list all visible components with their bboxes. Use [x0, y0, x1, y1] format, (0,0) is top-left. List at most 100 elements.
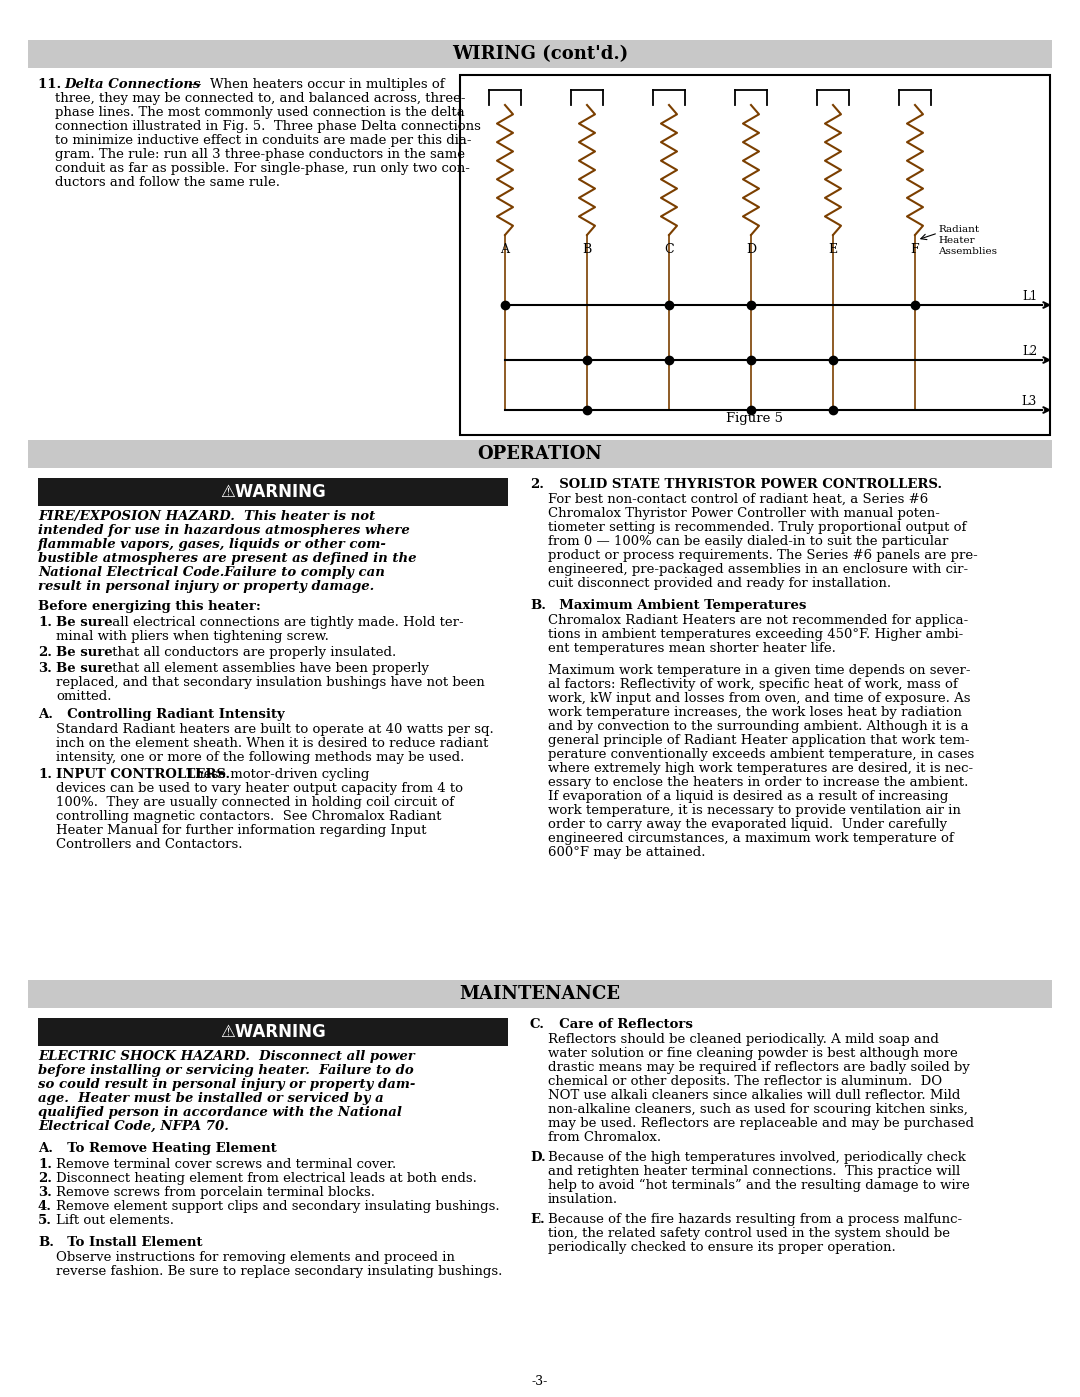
Text: inch on the element sheath. When it is desired to reduce radiant: inch on the element sheath. When it is d…	[56, 738, 488, 750]
Text: Be sure: Be sure	[56, 645, 112, 659]
Text: Maximum work temperature in a given time depends on sever-: Maximum work temperature in a given time…	[548, 664, 971, 678]
Text: tions in ambient temperatures exceeding 450°F. Higher ambi-: tions in ambient temperatures exceeding …	[548, 629, 963, 641]
Text: so could result in personal injury or property dam-: so could result in personal injury or pr…	[38, 1078, 416, 1091]
Text: Chromalox Radiant Heaters are not recommended for applica-: Chromalox Radiant Heaters are not recomm…	[548, 615, 969, 627]
Text: -3-: -3-	[531, 1375, 549, 1389]
Text: insulation.: insulation.	[548, 1193, 618, 1206]
Text: National Electrical Code.Failure to comply can: National Electrical Code.Failure to comp…	[38, 566, 384, 578]
Text: ductors and follow the same rule.: ductors and follow the same rule.	[38, 176, 280, 189]
Text: Disconnect heating element from electrical leads at both ends.: Disconnect heating element from electric…	[56, 1172, 477, 1185]
Text: 600°F may be attained.: 600°F may be attained.	[548, 847, 705, 859]
Text: replaced, and that secondary insulation bushings have not been: replaced, and that secondary insulation …	[56, 676, 485, 689]
Bar	[0, 0, 1080, 41]
Text: phase lines. The most commonly used connection is the delta: phase lines. The most commonly used conn…	[38, 106, 464, 119]
Text: D.: D.	[530, 1151, 545, 1164]
Bar	[460, 75, 1050, 434]
Text: work temperature, it is necessary to provide ventilation air in: work temperature, it is necessary to pro…	[548, 805, 961, 817]
Text: intended for use in hazardous atmospheres where: intended for use in hazardous atmosphere…	[38, 524, 409, 536]
Text: 1.: 1.	[38, 1158, 52, 1171]
Text: and by convection to the surrounding ambient. Although it is a: and by convection to the surrounding amb…	[548, 719, 969, 733]
Text: 11.: 11.	[38, 78, 66, 91]
Text: devices can be used to vary heater output capacity from 4 to: devices can be used to vary heater outpu…	[56, 782, 463, 795]
Text: product or process requirements. The Series #6 panels are pre-: product or process requirements. The Ser…	[548, 549, 977, 562]
Text: reverse fashion. Be sure to replace secondary insulating bushings.: reverse fashion. Be sure to replace seco…	[56, 1266, 502, 1278]
Text: Remove element support clips and secondary insulating bushings.: Remove element support clips and seconda…	[56, 1200, 500, 1213]
Text: engineered circumstances, a maximum work temperature of: engineered circumstances, a maximum work…	[548, 833, 954, 845]
Text: Radiant
Heater
Assemblies: Radiant Heater Assemblies	[939, 225, 997, 256]
Text: Chromalox Thyristor Power Controller with manual poten-: Chromalox Thyristor Power Controller wit…	[548, 507, 940, 520]
Text: omitted.: omitted.	[56, 690, 111, 703]
Text: 4.: 4.	[38, 1200, 52, 1213]
Text: F: F	[910, 243, 919, 256]
Text: For best non-contact control of radiant heat, a Series #6: For best non-contact control of radiant …	[548, 493, 928, 506]
Text: 2.: 2.	[530, 478, 544, 490]
Text: work, kW input and losses from oven, and time of exposure. As: work, kW input and losses from oven, and…	[548, 692, 971, 705]
Text: 3.: 3.	[38, 662, 52, 675]
Text: Reflectors should be cleaned periodically. A mild soap and: Reflectors should be cleaned periodicall…	[548, 1032, 939, 1046]
Text: Lift out elements.: Lift out elements.	[56, 1214, 174, 1227]
Text: 1.: 1.	[38, 768, 52, 781]
Text: Be sure: Be sure	[56, 662, 112, 675]
Text: age.  Heater must be installed or serviced by a: age. Heater must be installed or service…	[38, 1092, 383, 1105]
Text: bustible atmospheres are present as defined in the: bustible atmospheres are present as defi…	[38, 552, 417, 564]
Text: perature conventionally exceeds ambient temperature, in cases: perature conventionally exceeds ambient …	[548, 747, 974, 761]
Text: result in personal injury or property damage.: result in personal injury or property da…	[38, 580, 375, 592]
Text: Remove screws from porcelain terminal blocks.: Remove screws from porcelain terminal bl…	[56, 1186, 375, 1199]
Text: NOT use alkali cleaners since alkalies will dull reflector. Mild: NOT use alkali cleaners since alkalies w…	[548, 1090, 960, 1102]
Text: order to carry away the evaporated liquid.  Under carefully: order to carry away the evaporated liqui…	[548, 819, 947, 831]
Text: from Chromalox.: from Chromalox.	[548, 1132, 661, 1144]
Text: help to avoid “hot terminals” and the resulting damage to wire: help to avoid “hot terminals” and the re…	[548, 1179, 970, 1192]
Text: Remove terminal cover screws and terminal cover.: Remove terminal cover screws and termina…	[56, 1158, 396, 1171]
Text: intensity, one or more of the following methods may be used.: intensity, one or more of the following …	[56, 752, 464, 764]
Text: to minimize inductive effect in conduits are made per this dia-: to minimize inductive effect in conduits…	[38, 134, 472, 147]
Text: Electrical Code, NFPA 70.: Electrical Code, NFPA 70.	[38, 1120, 229, 1133]
Text: 3.: 3.	[38, 1186, 52, 1199]
Text: FIRE/EXPOSION HAZARD.  This heater is not: FIRE/EXPOSION HAZARD. This heater is not	[38, 510, 375, 522]
Text: periodically checked to ensure its proper operation.: periodically checked to ensure its prope…	[548, 1241, 895, 1255]
Text: L3: L3	[1022, 395, 1037, 408]
Text: C: C	[664, 243, 674, 256]
Text: Before energizing this heater:: Before energizing this heater:	[38, 599, 261, 613]
Text: L2: L2	[1022, 345, 1037, 358]
Text: —  When heaters occur in multiples of: — When heaters occur in multiples of	[184, 78, 445, 91]
Text: These motor-driven cycling: These motor-driven cycling	[178, 768, 369, 781]
Text: If evaporation of a liquid is desired as a result of increasing: If evaporation of a liquid is desired as…	[548, 789, 948, 803]
Text: controlling magnetic contactors.  See Chromalox Radiant: controlling magnetic contactors. See Chr…	[56, 810, 442, 823]
Text: B.: B.	[38, 1236, 54, 1249]
Text: general principle of Radiant Heater application that work tem-: general principle of Radiant Heater appl…	[548, 733, 970, 747]
Text: Maximum Ambient Temperatures: Maximum Ambient Temperatures	[550, 599, 807, 612]
Bar	[38, 478, 508, 506]
Text: Because of the high temperatures involved, periodically check: Because of the high temperatures involve…	[548, 1151, 966, 1164]
Bar	[38, 1018, 508, 1046]
Text: B.: B.	[530, 599, 546, 612]
Text: ELECTRIC SHOCK HAZARD.  Disconnect all power: ELECTRIC SHOCK HAZARD. Disconnect all po…	[38, 1051, 415, 1063]
Text: before installing or servicing heater.  Failure to do: before installing or servicing heater. F…	[38, 1065, 414, 1077]
Text: B: B	[582, 243, 592, 256]
Text: Heater Manual for further information regarding Input: Heater Manual for further information re…	[56, 824, 427, 837]
Text: Controllers and Contactors.: Controllers and Contactors.	[56, 838, 243, 851]
Text: all electrical connections are tightly made. Hold ter-: all electrical connections are tightly m…	[108, 616, 463, 629]
Text: essary to enclose the heaters in order to increase the ambient.: essary to enclose the heaters in order t…	[548, 775, 969, 789]
Text: 100%.  They are usually connected in holding coil circuit of: 100%. They are usually connected in hold…	[56, 796, 454, 809]
Text: non-alkaline cleaners, such as used for scouring kitchen sinks,: non-alkaline cleaners, such as used for …	[548, 1104, 968, 1116]
Text: chemical or other deposits. The reflector is aluminum.  DO: chemical or other deposits. The reflecto…	[548, 1076, 942, 1088]
Text: that all conductors are properly insulated.: that all conductors are properly insulat…	[108, 645, 396, 659]
Text: Delta Connections: Delta Connections	[64, 78, 201, 91]
Text: C.: C.	[530, 1018, 545, 1031]
Text: To Remove Heating Element: To Remove Heating Element	[58, 1141, 276, 1155]
Text: ent temperatures mean shorter heater life.: ent temperatures mean shorter heater lif…	[548, 643, 836, 655]
Text: To Install Element: To Install Element	[58, 1236, 203, 1249]
Text: WIRING (cont'd.): WIRING (cont'd.)	[451, 45, 629, 63]
Text: MAINTENANCE: MAINTENANCE	[459, 985, 621, 1003]
Text: work temperature increases, the work loses heat by radiation: work temperature increases, the work los…	[548, 705, 962, 719]
Text: E: E	[828, 243, 838, 256]
Text: drastic means may be required if reflectors are badly soiled by: drastic means may be required if reflect…	[548, 1060, 970, 1074]
Text: water solution or fine cleaning powder is best although more: water solution or fine cleaning powder i…	[548, 1046, 958, 1060]
Text: A.: A.	[38, 708, 53, 721]
Text: 2.: 2.	[38, 1172, 52, 1185]
Text: E.: E.	[530, 1213, 544, 1227]
Text: Be sure: Be sure	[56, 616, 112, 629]
Text: OPERATION: OPERATION	[477, 446, 603, 462]
Text: flammable vapors, gases, liquids or other com-: flammable vapors, gases, liquids or othe…	[38, 538, 387, 550]
Text: that all element assemblies have been properly: that all element assemblies have been pr…	[108, 662, 429, 675]
